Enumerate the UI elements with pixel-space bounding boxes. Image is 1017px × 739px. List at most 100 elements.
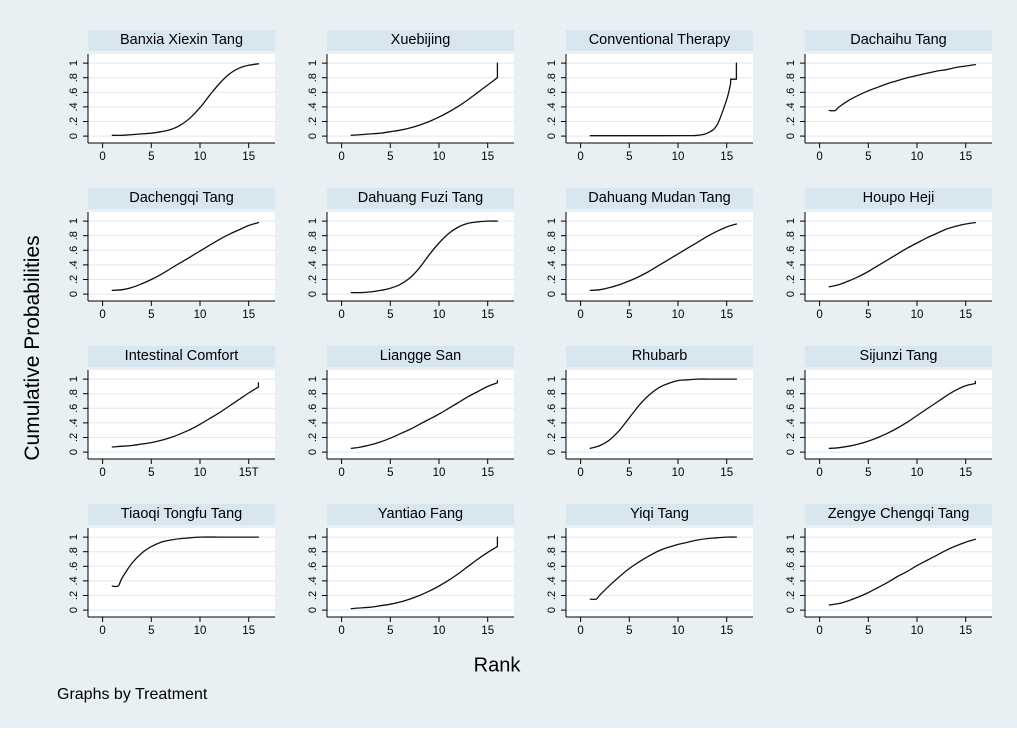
axes (800, 370, 992, 464)
axes (83, 528, 275, 622)
panel-title: Tiaoqi Tongfu Tang (88, 504, 275, 525)
x-tick-label: 10 (433, 309, 446, 321)
axes (83, 370, 275, 464)
panel-canvas: 0.2.4.6.810 5 10 15 (785, 54, 992, 163)
y-tick-label: 1 (785, 534, 797, 540)
panel-title: Yiqi Tang (566, 504, 753, 525)
panel-title: Rhubarb (566, 346, 753, 367)
treatment-panel: Yiqi Tang 0.2.4.6.8 1 0 5 10 15 (540, 504, 755, 639)
x-tick-label: 10 (672, 625, 685, 637)
y-tick-label: 0 (307, 133, 319, 139)
y-tick-label: .2 (307, 433, 319, 442)
x-tick-label: 10 (194, 625, 207, 637)
tick-labels: 0.2.4.6.810 5 10 15 (785, 218, 972, 321)
x-tick-label: 15 (481, 625, 494, 637)
panel-plot: 0.2.4.6.8 1 0 5 10 15 (540, 209, 755, 323)
y-tick-label: 1 (785, 218, 797, 224)
cumulative-probability-curve (111, 221, 260, 292)
horizontal-gridlines (805, 378, 992, 453)
x-tick-label: 0 (816, 151, 822, 163)
y-tick-label: .6 (785, 246, 797, 255)
y-tick-label: 1 (546, 218, 558, 224)
panel-plot: 0.2.4.6.8 1 0 5 10 15T (62, 367, 277, 481)
x-tick-label: 15 (720, 467, 733, 479)
panel-title: Banxia Xiexin Tang (88, 30, 275, 51)
plot-area (327, 212, 514, 301)
treatment-panel: Dachaihu Tang 0.2.4.6.8 1 0 5 10 15 (779, 30, 994, 165)
y-tick-label: .4 (785, 260, 797, 269)
y-tick-label: 0 (785, 449, 797, 455)
y-tick-label: .2 (68, 117, 80, 126)
x-tick-label: 15 (720, 625, 733, 637)
axes (83, 54, 275, 148)
panel-plot: 0.2.4.6.8 1 0 5 10 15 (62, 525, 277, 639)
treatment-panel: Tiaoqi Tongfu Tang 0.2.4.6.8 1 0 5 10 15 (62, 504, 277, 639)
y-tick-label: 0 (307, 291, 319, 297)
cumulative-probability-curve (350, 220, 499, 294)
x-tick-label: 0 (577, 625, 583, 637)
x-tick-label: 0 (577, 467, 583, 479)
tick-labels: 0.2.4.6.810 5 10 15 (307, 376, 494, 479)
plot-area (566, 212, 753, 301)
x-tick-label: 5 (865, 151, 871, 163)
plot-area (88, 212, 275, 301)
axes (561, 528, 753, 622)
x-tick-label: 0 (816, 309, 822, 321)
x-tick-label: 0 (99, 309, 105, 321)
panel-title: Sijunzi Tang (805, 346, 992, 367)
y-tick-label: 1 (785, 376, 797, 382)
y-tick-label: .4 (307, 260, 319, 269)
y-tick-label: .6 (68, 246, 80, 255)
y-tick-label: .4 (785, 102, 797, 111)
y-tick-label: .4 (307, 576, 319, 585)
y-tick-label: .6 (546, 246, 558, 255)
panel-title: Dachaihu Tang (805, 30, 992, 51)
y-tick-label: 1 (307, 218, 319, 224)
y-tick-label: .6 (307, 404, 319, 413)
panel-plot: 0.2.4.6.8 1 0 5 10 15 (779, 367, 994, 481)
y-tick-label: .8 (546, 389, 558, 398)
horizontal-gridlines (327, 378, 514, 453)
x-tick-label: 15 (720, 309, 733, 321)
x-tick-label: 5 (626, 151, 632, 163)
y-tick-label: .4 (546, 260, 558, 269)
y-tick-label: 0 (307, 607, 319, 613)
cumulative-probability-curve (828, 63, 977, 112)
y-tick-label: .8 (785, 547, 797, 556)
panel-title: Intestinal Comfort (88, 346, 275, 367)
y-tick-label: .6 (68, 404, 80, 413)
tick-labels: 0.2.4.6.810 5 10 15 (546, 218, 733, 321)
panel-title: Houpo Heji (805, 188, 992, 209)
cumulative-probability-curve (828, 538, 977, 606)
panel-title: Liangge San (327, 346, 514, 367)
x-tick-label: 15T (239, 467, 259, 479)
y-tick-label: .8 (785, 73, 797, 82)
x-tick-label: 5 (387, 309, 393, 321)
cumulative-probability-curve (589, 62, 738, 137)
treatment-panel: Dahuang Fuzi Tang 0.2.4.6.8 1 0 5 10 15 (301, 188, 516, 323)
y-tick-label: 1 (546, 534, 558, 540)
y-tick-label: 1 (307, 376, 319, 382)
x-tick-label: 10 (672, 309, 685, 321)
panel-title: Dahuang Fuzi Tang (327, 188, 514, 209)
y-tick-label: .8 (785, 389, 797, 398)
x-tick-label: 15 (481, 467, 494, 479)
x-tick-label: 5 (148, 467, 154, 479)
x-tick-label: 5 (387, 625, 393, 637)
y-tick-label: .6 (546, 562, 558, 571)
horizontal-gridlines (805, 536, 992, 611)
x-tick-label: 10 (433, 467, 446, 479)
y-tick-label: .4 (68, 576, 80, 585)
tick-labels: 0.2.4.6.810 5 10 15 (546, 534, 733, 637)
x-tick-label: 15 (720, 151, 733, 163)
tick-labels: 0.2.4.6.810 5 10 15 (785, 60, 972, 163)
y-tick-label: .2 (68, 275, 80, 284)
x-tick-label: 15 (242, 625, 255, 637)
y-tick-label: .2 (307, 117, 319, 126)
panel-plot: 0.2.4.6.8 1 0 5 10 15 (62, 51, 277, 165)
treatment-panel: Houpo Heji 0.2.4.6.8 1 0 5 10 15 (779, 188, 994, 323)
x-tick-label: 10 (672, 467, 685, 479)
y-tick-label: 1 (68, 534, 80, 540)
axes (322, 212, 514, 306)
